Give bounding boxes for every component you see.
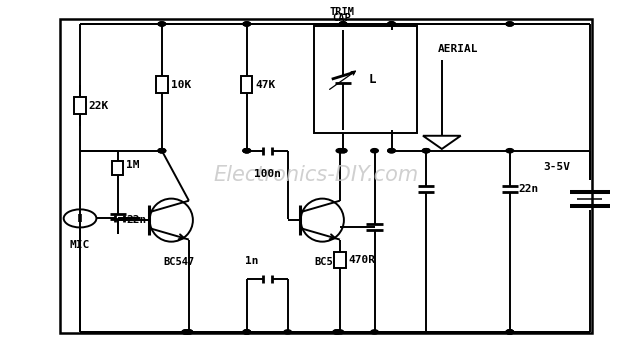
Bar — [112, 161, 123, 175]
Text: BC547: BC547 — [314, 257, 346, 267]
Text: TRIM: TRIM — [329, 7, 355, 17]
Bar — [60, 19, 592, 333]
Circle shape — [339, 149, 347, 153]
Circle shape — [243, 149, 250, 153]
Circle shape — [506, 330, 514, 334]
Circle shape — [506, 22, 514, 26]
Circle shape — [336, 149, 344, 153]
Text: 1n: 1n — [245, 256, 258, 266]
Circle shape — [185, 330, 193, 334]
Circle shape — [333, 330, 341, 334]
Circle shape — [339, 149, 347, 153]
Circle shape — [243, 330, 250, 334]
Circle shape — [158, 22, 166, 26]
Circle shape — [182, 330, 190, 334]
Circle shape — [339, 22, 347, 26]
Circle shape — [158, 149, 166, 153]
Circle shape — [243, 22, 250, 26]
Text: 22n: 22n — [126, 215, 146, 225]
Circle shape — [284, 330, 291, 334]
Text: 1M: 1M — [126, 160, 140, 170]
Circle shape — [506, 149, 514, 153]
Text: 100n: 100n — [253, 169, 281, 179]
Bar — [241, 76, 252, 93]
Circle shape — [243, 149, 250, 153]
Circle shape — [158, 149, 166, 153]
Circle shape — [371, 330, 379, 334]
Circle shape — [422, 149, 430, 153]
Circle shape — [371, 149, 379, 153]
Circle shape — [243, 22, 250, 26]
Text: 47K: 47K — [255, 80, 276, 90]
Circle shape — [339, 22, 347, 26]
Text: 10K: 10K — [171, 80, 191, 90]
Circle shape — [506, 330, 514, 334]
Bar — [334, 252, 346, 268]
Circle shape — [243, 149, 250, 153]
Circle shape — [158, 149, 166, 153]
Circle shape — [185, 330, 193, 334]
Circle shape — [333, 330, 341, 334]
Circle shape — [387, 149, 395, 153]
Circle shape — [506, 330, 514, 334]
Circle shape — [387, 22, 395, 26]
Text: AERIAL: AERIAL — [437, 44, 478, 54]
Text: L: L — [369, 74, 377, 86]
Text: BC547: BC547 — [163, 257, 195, 267]
Circle shape — [336, 330, 344, 334]
Circle shape — [182, 330, 190, 334]
Circle shape — [243, 330, 250, 334]
Text: CAP: CAP — [332, 13, 351, 23]
Circle shape — [339, 22, 347, 26]
Bar — [314, 26, 416, 133]
Circle shape — [422, 149, 430, 153]
Bar — [75, 97, 86, 114]
Text: 22K: 22K — [89, 100, 109, 111]
Text: 22n: 22n — [518, 184, 538, 194]
Text: Electronics-DIY.com: Electronics-DIY.com — [214, 165, 418, 185]
Bar — [156, 76, 167, 93]
Circle shape — [506, 22, 514, 26]
Text: 3-5V: 3-5V — [544, 162, 571, 172]
Text: 470R: 470R — [349, 255, 375, 265]
Circle shape — [387, 149, 395, 153]
Circle shape — [387, 22, 395, 26]
Circle shape — [243, 330, 250, 334]
Text: MIC: MIC — [70, 240, 90, 250]
Circle shape — [158, 22, 166, 26]
Circle shape — [387, 22, 395, 26]
